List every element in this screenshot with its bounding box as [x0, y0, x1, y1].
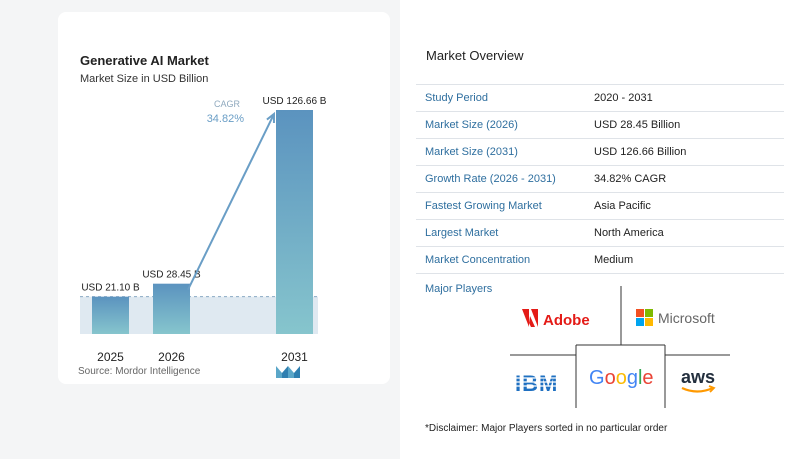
player-name: aws	[681, 367, 715, 387]
chart-card: USD 21.10 B 2025 USD 28.45 B 2026 USD 126.66…	[58, 12, 390, 384]
table-row: Market Concentration Medium	[416, 246, 784, 274]
data-label: USD 28.45 B	[142, 270, 201, 281]
aws-logo-icon: aws	[681, 367, 716, 393]
cagr-label: CAGR	[214, 99, 241, 109]
table-row: Study Period 2020 - 2031	[416, 84, 784, 112]
row-label: Market Concentration	[416, 246, 586, 274]
adobe-logo-icon: Adobe	[522, 309, 590, 329]
chart-subtitle: Market Size in USD Billion	[80, 73, 209, 85]
disclaimer: *Disclaimer: Major Players sorted in no …	[425, 423, 668, 434]
player-name: Adobe	[543, 312, 590, 329]
x-tick-label: 2031	[281, 350, 308, 364]
row-value: USD 28.45 Billion	[586, 111, 784, 139]
row-label: Largest Market	[416, 219, 586, 247]
ibm-logo-icon: IBM	[512, 371, 574, 396]
cagr-arrow	[187, 113, 275, 291]
row-label: Market Size (2026)	[416, 111, 586, 139]
x-tick-label: 2025	[97, 350, 124, 364]
row-value: North America	[586, 219, 784, 247]
x-tick-label: 2026	[158, 350, 185, 364]
table-row: Growth Rate (2026 - 2031) 34.82% CAGR	[416, 165, 784, 193]
data-label: USD 126.66 B	[263, 96, 327, 107]
overview-table: Study Period 2020 - 2031 Market Size (20…	[416, 84, 784, 274]
mordor-logo-icon	[276, 366, 300, 378]
bar-2025	[92, 296, 129, 334]
data-label: USD 21.10 B	[81, 283, 140, 294]
google-logo-icon: Google	[589, 367, 654, 389]
row-value: Asia Pacific	[586, 192, 784, 220]
cagr-value: 34.82%	[207, 113, 245, 125]
microsoft-logo-icon: Microsoft	[636, 309, 715, 326]
overview-title: Market Overview	[426, 48, 524, 63]
market-overview-panel: Market Overview Study Period 2020 - 2031…	[400, 0, 800, 459]
major-players-logos: Adobe Microsoft IBM Google aws	[510, 286, 730, 408]
table-row: Fastest Growing Market Asia Pacific	[416, 192, 784, 220]
bar-2026	[153, 283, 190, 334]
player-name: Microsoft	[658, 310, 715, 326]
player-name: IBM	[515, 371, 558, 396]
row-value: 34.82% CAGR	[586, 165, 784, 193]
row-value: 2020 - 2031	[586, 84, 784, 112]
bar-2031	[276, 110, 313, 334]
row-label: Growth Rate (2026 - 2031)	[416, 165, 586, 193]
row-label: Study Period	[416, 84, 586, 112]
table-row: Market Size (2031) USD 126.66 Billion	[416, 138, 784, 166]
row-label: Fastest Growing Market	[416, 192, 586, 220]
major-players-label: Major Players	[425, 283, 493, 295]
table-row: Market Size (2026) USD 28.45 Billion	[416, 111, 784, 139]
player-name: Google	[589, 367, 654, 389]
table-row: Largest Market North America	[416, 219, 784, 247]
row-label: Market Size (2031)	[416, 138, 586, 166]
row-value: USD 126.66 Billion	[586, 138, 784, 166]
chart-title: Generative AI Market	[80, 53, 209, 68]
source-note: Source: Mordor Intelligence	[78, 366, 201, 377]
row-value: Medium	[586, 246, 784, 274]
cagr-arrow-head	[266, 111, 276, 124]
bar-chart: USD 21.10 B 2025 USD 28.45 B 2026 USD 126.66…	[80, 96, 327, 364]
